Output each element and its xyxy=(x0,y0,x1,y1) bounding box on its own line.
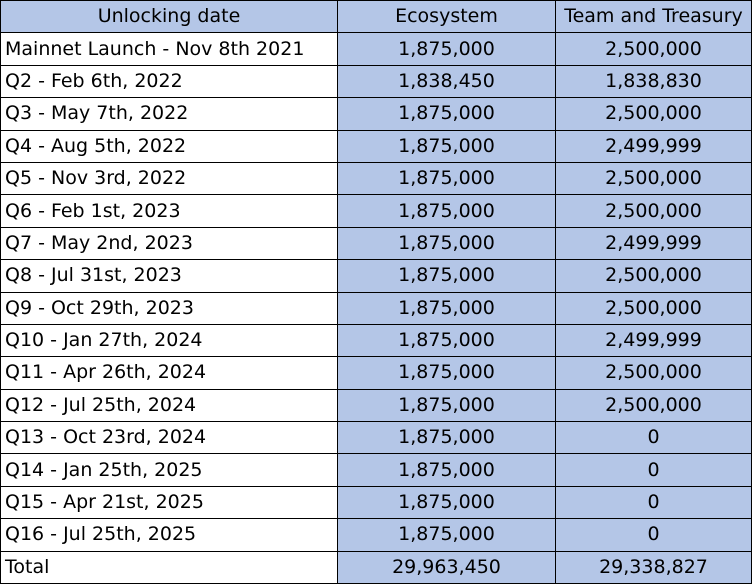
unlocking-date-cell: Q10 - Jan 27th, 2024 xyxy=(0,323,338,358)
table-row: Q14 - Jan 25th, 2025 1,875,000 0 xyxy=(0,453,752,487)
table-row: Q10 - Jan 27th, 2024 1,875,000 2,499,999 xyxy=(0,323,752,358)
team-and-treasury-cell: 2,500,000 xyxy=(555,388,752,423)
table-row: Q15 - Apr 21st, 2025 1,875,000 0 xyxy=(0,485,752,520)
team-and-treasury-cell: 0 xyxy=(555,453,752,487)
ecosystem-cell: 1,875,000 xyxy=(337,226,556,261)
team-and-treasury-cell: 0 xyxy=(555,421,752,455)
table-row: Q2 - Feb 6th, 2022 1,838,450 1,838,830 xyxy=(0,64,752,99)
ecosystem-cell: 1,875,000 xyxy=(337,453,556,487)
table-body: Mainnet Launch - Nov 8th 2021 1,875,000 2,… xyxy=(0,32,752,552)
unlocking-date-cell: Mainnet Launch - Nov 8th 2021 xyxy=(0,32,338,66)
team-and-treasury-cell: 2,500,000 xyxy=(555,259,752,293)
unlocking-date-cell: Q15 - Apr 21st, 2025 xyxy=(0,485,338,520)
total-team-and-treasury: 29,338,827 xyxy=(555,550,752,584)
table-row: Q4 - Aug 5th, 2022 1,875,000 2,499,999 xyxy=(0,129,752,163)
ecosystem-cell: 1,875,000 xyxy=(337,388,556,423)
table-row: Q13 - Oct 23rd, 2024 1,875,000 0 xyxy=(0,421,752,455)
ecosystem-cell: 1,875,000 xyxy=(337,259,556,293)
team-and-treasury-cell: 2,499,999 xyxy=(555,226,752,261)
ecosystem-cell: 1,875,000 xyxy=(337,291,556,325)
table-row: Q7 - May 2nd, 2023 1,875,000 2,499,999 xyxy=(0,226,752,261)
unlocking-date-cell: Q16 - Jul 25th, 2025 xyxy=(0,518,338,552)
team-and-treasury-cell: 2,499,999 xyxy=(555,323,752,358)
ecosystem-cell: 1,875,000 xyxy=(337,194,556,228)
unlocking-date-cell: Q4 - Aug 5th, 2022 xyxy=(0,129,338,163)
table-row: Mainnet Launch - Nov 8th 2021 1,875,000 2,… xyxy=(0,32,752,66)
ecosystem-cell: 1,875,000 xyxy=(337,97,556,131)
unlocking-date-cell: Q6 - Feb 1st, 2023 xyxy=(0,194,338,228)
unlocking-date-cell: Q12 - Jul 25th, 2024 xyxy=(0,388,338,423)
total-row: Total 29,963,450 29,338,827 xyxy=(0,550,752,584)
header-team-and-treasury: Team and Treasury xyxy=(555,0,752,34)
team-and-treasury-cell: 2,500,000 xyxy=(555,194,752,228)
team-and-treasury-cell: 2,500,000 xyxy=(555,356,752,390)
ecosystem-cell: 1,875,000 xyxy=(337,518,556,552)
table-row: Q9 - Oct 29th, 2023 1,875,000 2,500,000 xyxy=(0,291,752,325)
table-row: Q16 - Jul 25th, 2025 1,875,000 0 xyxy=(0,518,752,552)
table-row: Q12 - Jul 25th, 2024 1,875,000 2,500,000 xyxy=(0,388,752,423)
unlocking-date-cell: Q11 - Apr 26th, 2024 xyxy=(0,356,338,390)
table-row: Q5 - Nov 3rd, 2022 1,875,000 2,500,000 xyxy=(0,161,752,196)
ecosystem-cell: 1,875,000 xyxy=(337,421,556,455)
unlocking-date-cell: Q8 - Jul 31st, 2023 xyxy=(0,259,338,293)
unlocking-date-cell: Q3 - May 7th, 2022 xyxy=(0,97,338,131)
ecosystem-cell: 1,838,450 xyxy=(337,64,556,99)
table-row: Q6 - Feb 1st, 2023 1,875,000 2,500,000 xyxy=(0,194,752,228)
ecosystem-cell: 1,875,000 xyxy=(337,129,556,163)
unlocking-date-cell: Q7 - May 2nd, 2023 xyxy=(0,226,338,261)
total-ecosystem: 29,963,450 xyxy=(337,550,556,584)
ecosystem-cell: 1,875,000 xyxy=(337,323,556,358)
team-and-treasury-cell: 0 xyxy=(555,485,752,520)
ecosystem-cell: 1,875,000 xyxy=(337,356,556,390)
ecosystem-cell: 1,875,000 xyxy=(337,485,556,520)
team-and-treasury-cell: 2,500,000 xyxy=(555,291,752,325)
team-and-treasury-cell: 2,500,000 xyxy=(555,161,752,196)
header-ecosystem: Ecosystem xyxy=(337,0,556,34)
table-row: Q11 - Apr 26th, 2024 1,875,000 2,500,000 xyxy=(0,356,752,390)
unlocking-date-cell: Q13 - Oct 23rd, 2024 xyxy=(0,421,338,455)
unlocking-date-cell: Q14 - Jan 25th, 2025 xyxy=(0,453,338,487)
team-and-treasury-cell: 2,500,000 xyxy=(555,97,752,131)
ecosystem-cell: 1,875,000 xyxy=(337,161,556,196)
header-row: Unlocking date Ecosystem Team and Treasu… xyxy=(0,0,752,34)
team-and-treasury-cell: 1,838,830 xyxy=(555,64,752,99)
header-unlocking-date: Unlocking date xyxy=(0,0,338,34)
ecosystem-cell: 1,875,000 xyxy=(337,32,556,66)
unlocking-date-cell: Q5 - Nov 3rd, 2022 xyxy=(0,161,338,196)
total-label: Total xyxy=(0,550,338,584)
table-row: Q8 - Jul 31st, 2023 1,875,000 2,500,000 xyxy=(0,259,752,293)
team-and-treasury-cell: 0 xyxy=(555,518,752,552)
unlocking-date-cell: Q9 - Oct 29th, 2023 xyxy=(0,291,338,325)
unlocking-date-cell: Q2 - Feb 6th, 2022 xyxy=(0,64,338,99)
table-row: Q3 - May 7th, 2022 1,875,000 2,500,000 xyxy=(0,97,752,131)
team-and-treasury-cell: 2,500,000 xyxy=(555,32,752,66)
team-and-treasury-cell: 2,499,999 xyxy=(555,129,752,163)
